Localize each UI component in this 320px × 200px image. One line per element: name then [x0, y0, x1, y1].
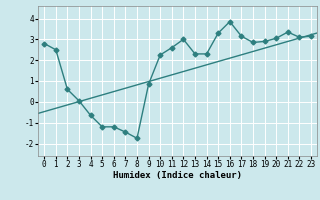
X-axis label: Humidex (Indice chaleur): Humidex (Indice chaleur) [113, 171, 242, 180]
